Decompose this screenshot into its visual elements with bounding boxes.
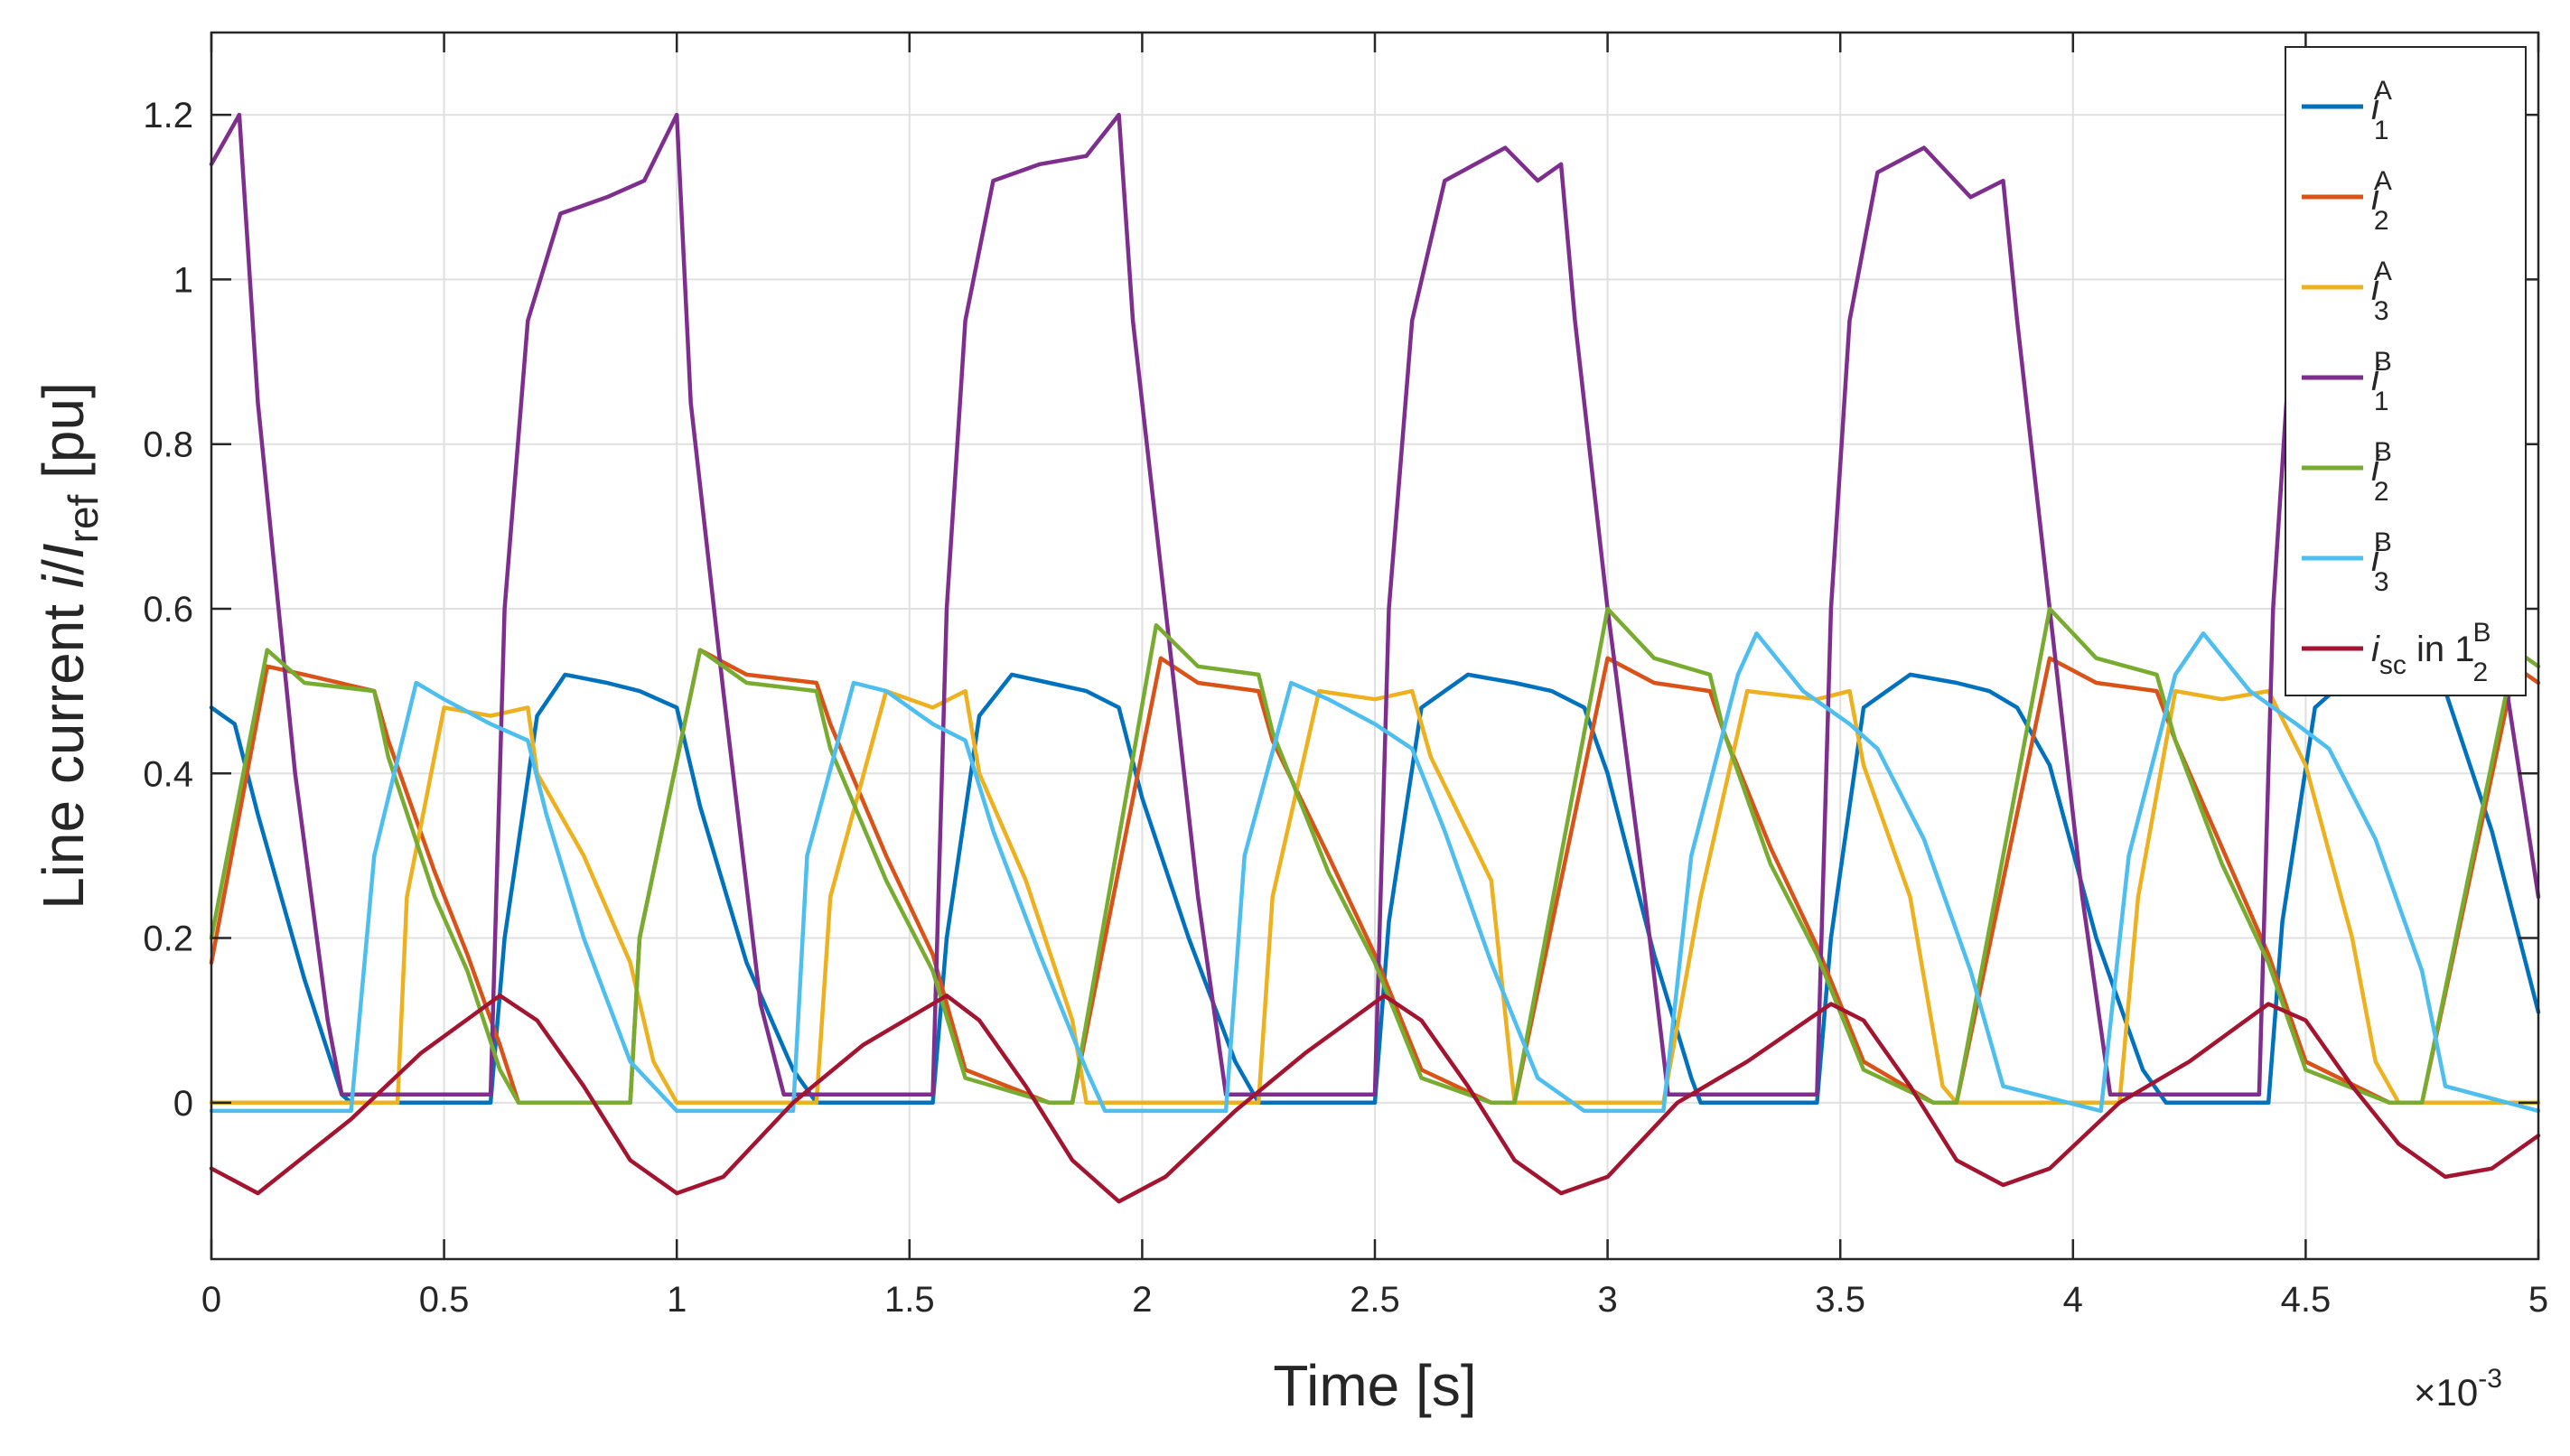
legend-label: iB 1 [2371, 347, 2392, 416]
legend-label: iA 2 [2371, 166, 2392, 236]
y-tick-label: 0.4 [143, 754, 193, 794]
x-tick-label: 1.5 [884, 1280, 935, 1320]
x-axis-exponent: ×10-3 [2414, 1364, 2502, 1414]
y-tick-label: 0.8 [143, 425, 193, 465]
legend-entries: iA 1 iA 2 iA 3 iB 1 iB 2 iB 3 isc in 1B 2 [2302, 76, 2491, 687]
legend-entry-i3B: iB 3 [2302, 527, 2392, 597]
series-line-i2B [209, 606, 2541, 1106]
legend-label: isc in 1B 2 [2371, 618, 2491, 687]
legend-entry-i2B: iB 2 [2302, 437, 2392, 507]
y-title-main: Line current [31, 588, 96, 910]
legend-entry-i2A: iA 2 [2302, 166, 2392, 236]
legend-label: iB 2 [2371, 437, 2392, 507]
series-line-i3A [209, 688, 2541, 1106]
y-axis-title: Line current i/Iref [pu] [31, 382, 107, 910]
y-tick-label: 0 [173, 1084, 193, 1124]
x-tick-label: 0.5 [419, 1280, 470, 1320]
series-lines [209, 112, 2541, 1204]
x-tick-label: 1 [667, 1280, 687, 1320]
y-tick-label: 1 [173, 260, 193, 300]
x-tick-label: 3.5 [1815, 1280, 1865, 1320]
legend: iA 1 iA 2 iA 3 iB 1 iB 2 iB 3 isc in 1B 2 [2285, 46, 2527, 696]
y-tick-label: 0.2 [143, 919, 193, 959]
y-axis-ticks: 0 0.2 0.4 0.6 0.8 1 1.2 [143, 96, 2538, 1124]
y-tick-label: 1.2 [143, 96, 193, 135]
y-tick-label: 0.6 [143, 590, 193, 630]
x-axis-title: Time [s] [1273, 1353, 1476, 1418]
x-tick-label: 5 [2528, 1280, 2548, 1320]
y-title-I: I [31, 543, 96, 559]
series-line-i3B [209, 631, 2541, 1114]
legend-entry-i1B: iB 1 [2302, 347, 2392, 416]
legend-entry-i1A: iA 1 [2302, 76, 2392, 145]
y-title-i: i [31, 574, 96, 588]
series-line-isc [209, 994, 2541, 1204]
series-line-i1A [209, 672, 2541, 1106]
x-tick-label: 0 [201, 1280, 221, 1320]
y-title-slash: / [31, 559, 96, 575]
legend-entry-i3A: iA 3 [2302, 257, 2392, 326]
x-exponent-power: -3 [2478, 1364, 2502, 1394]
y-title-sub: ref [60, 494, 107, 543]
legend-label: iA 3 [2371, 257, 2392, 326]
x-tick-label: 2.5 [1350, 1280, 1400, 1320]
legend-label: iA 1 [2371, 76, 2392, 145]
legend-label: iB 3 [2371, 527, 2392, 597]
legend-entry-isc: isc in 1B 2 [2302, 618, 2491, 687]
x-exponent-base: ×10 [2414, 1371, 2478, 1414]
y-title-unit: [pu] [31, 382, 96, 495]
x-tick-label: 4.5 [2281, 1280, 2332, 1320]
x-tick-label: 3 [1597, 1280, 1617, 1320]
legend-box [2285, 46, 2527, 696]
x-tick-label: 2 [1132, 1280, 1152, 1320]
x-tick-label: 4 [2063, 1280, 2083, 1320]
x-axis-ticks: 0 0.5 1 1.5 2 2.5 3 3.5 4 4.5 5 [201, 33, 2548, 1320]
